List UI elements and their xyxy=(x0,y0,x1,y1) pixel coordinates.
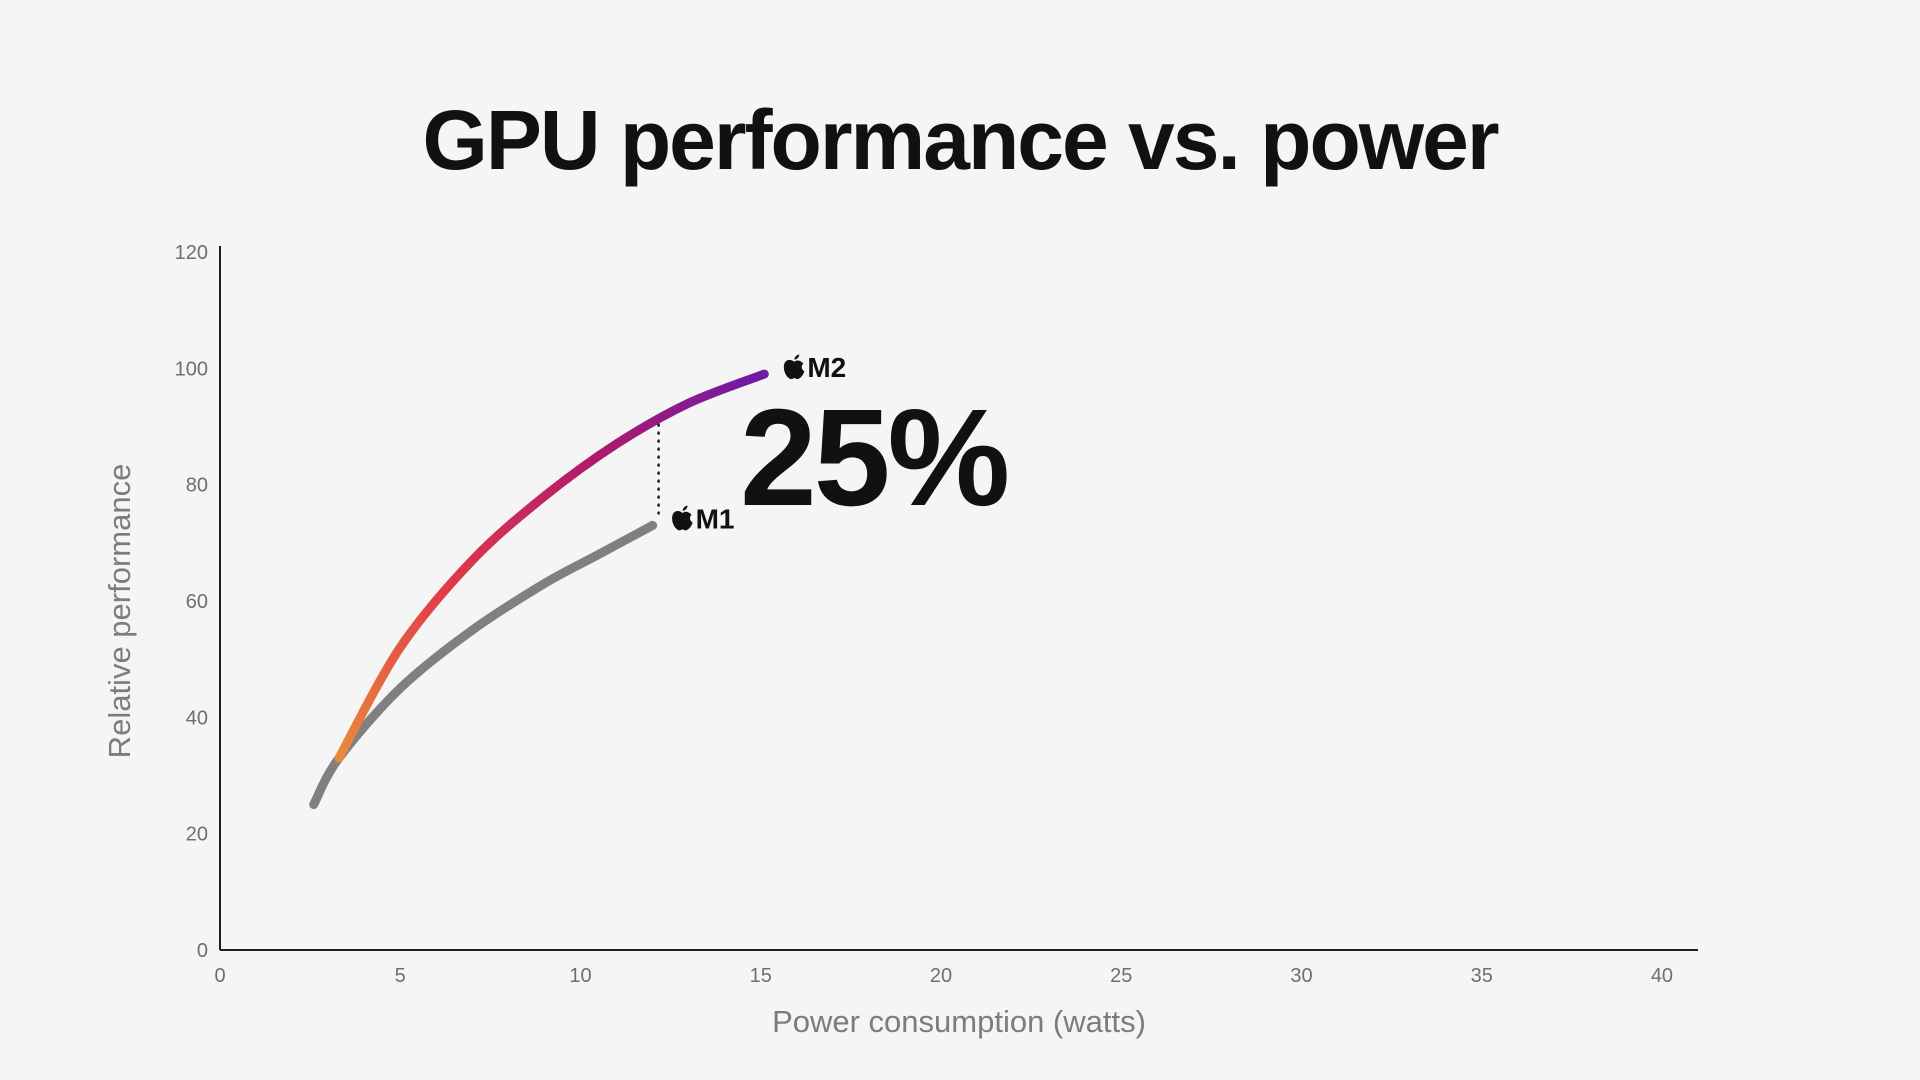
y-tick-label: 40 xyxy=(186,707,208,729)
apple-logo-icon xyxy=(783,354,805,380)
x-tick-label: 30 xyxy=(1290,965,1312,987)
y-tick-label: 20 xyxy=(186,824,208,846)
y-tick-label: 100 xyxy=(175,358,208,380)
y-tick-label: 120 xyxy=(175,242,208,264)
x-tick-label: 10 xyxy=(569,965,591,987)
x-axis-label: Power consumption (watts) xyxy=(772,1004,1146,1039)
y-tick-label: 0 xyxy=(197,940,208,962)
x-tick-label: 20 xyxy=(930,965,952,987)
apple-logo-icon xyxy=(672,505,693,531)
x-tick-label: 15 xyxy=(750,965,772,987)
series-line-m2 xyxy=(334,369,769,763)
series-label-m2: M2 xyxy=(807,352,846,383)
series-line-m1 xyxy=(309,520,658,810)
series-label-m1: M1 xyxy=(696,503,735,534)
y-tick-label: 60 xyxy=(186,591,208,613)
y-tick-label: 80 xyxy=(186,475,208,497)
chart-title: GPU performance vs. power xyxy=(422,93,1499,187)
x-tick-label: 35 xyxy=(1471,965,1493,987)
x-tick-label: 25 xyxy=(1110,965,1132,987)
callout-text: 25% xyxy=(740,381,1007,535)
x-tick-label: 40 xyxy=(1651,965,1673,987)
x-tick-label: 0 xyxy=(214,965,225,987)
y-axis-label: Relative performance xyxy=(102,464,137,759)
x-tick-label: 5 xyxy=(395,965,406,987)
